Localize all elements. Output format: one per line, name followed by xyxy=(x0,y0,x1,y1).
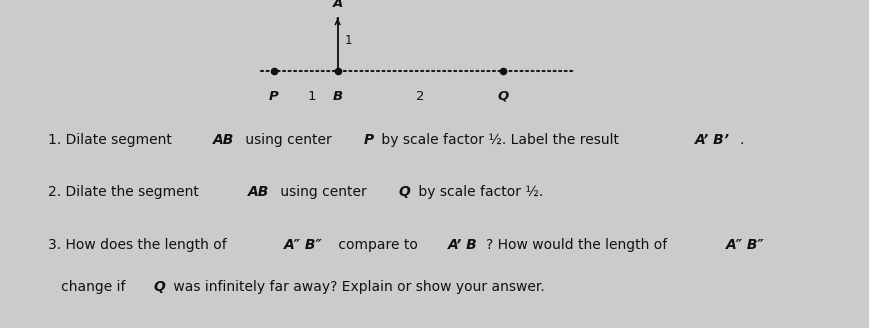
Text: by scale factor ½.: by scale factor ½. xyxy=(413,185,542,199)
Text: 3. How does the length of: 3. How does the length of xyxy=(48,238,230,252)
Text: A’ B’: A’ B’ xyxy=(693,133,729,147)
Text: A″ B″: A″ B″ xyxy=(284,238,322,252)
Text: AB: AB xyxy=(213,133,235,147)
Text: P: P xyxy=(363,133,374,147)
Text: P: P xyxy=(269,90,279,103)
Text: Q: Q xyxy=(398,185,410,199)
Text: 2. Dilate the segment: 2. Dilate the segment xyxy=(48,185,202,199)
Text: was infinitely far away? Explain or show your answer.: was infinitely far away? Explain or show… xyxy=(169,280,544,295)
Text: using center: using center xyxy=(241,133,335,147)
Text: AB: AB xyxy=(248,185,269,199)
Text: by scale factor ½. Label the result: by scale factor ½. Label the result xyxy=(376,133,622,147)
Text: A’ B: A’ B xyxy=(448,238,477,252)
Text: 1: 1 xyxy=(344,34,352,47)
Text: A: A xyxy=(332,0,342,10)
Text: 2: 2 xyxy=(415,90,424,103)
Text: compare to: compare to xyxy=(334,238,422,252)
Text: ? How would the length of: ? How would the length of xyxy=(486,238,671,252)
Text: B: B xyxy=(332,90,342,103)
Text: .: . xyxy=(739,133,743,147)
Text: Q: Q xyxy=(153,280,165,295)
Text: Q: Q xyxy=(497,90,507,103)
Text: 1. Dilate segment: 1. Dilate segment xyxy=(48,133,176,147)
Text: 1: 1 xyxy=(307,90,315,103)
Text: A″ B″: A″ B″ xyxy=(725,238,764,252)
Text: using center: using center xyxy=(275,185,370,199)
Text: change if: change if xyxy=(48,280,129,295)
